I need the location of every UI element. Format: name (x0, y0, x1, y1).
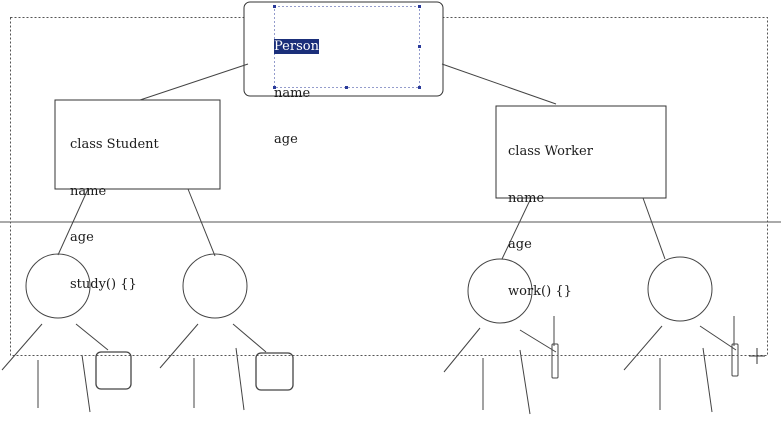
student-figure-1-book (95, 351, 132, 390)
student-field-name: name (70, 183, 107, 199)
worker-figure-1-tool (551, 343, 559, 379)
worker-method-work: work() {} (508, 283, 572, 299)
student-title: class Student (70, 137, 159, 152)
connector-worker-figure-1 (501, 197, 532, 260)
person-field-name: name (274, 85, 311, 101)
connector-student-figure-1 (57, 188, 89, 256)
worker-figure-2-tool (731, 343, 739, 377)
person-text[interactable]: Person name age (274, 8, 319, 163)
worker-figure-2[interactable] (623, 256, 739, 413)
person-field-age: age (274, 132, 298, 147)
crosshair-cursor-icon (749, 348, 765, 364)
person-class-box[interactable] (243, 1, 444, 97)
student-field-age: age (70, 230, 94, 245)
student-figure-2-book (255, 352, 294, 391)
person-resize-handles[interactable] (273, 5, 421, 89)
worker-text: class Worker name age work() {} (508, 113, 593, 315)
worker-figure-1[interactable] (443, 258, 559, 415)
student-text: class Student name age study() {} (70, 106, 159, 308)
person-text-edit-frame[interactable] (274, 6, 420, 88)
person-title[interactable]: Person (274, 39, 319, 54)
connector-person-student (139, 63, 249, 101)
student-figure-1-head (25, 253, 91, 319)
worker-title: class Worker (508, 144, 593, 159)
worker-field-age: age (508, 237, 532, 252)
student-method-study: study() {} (70, 276, 137, 292)
worker-figure-1-head (467, 258, 533, 324)
canvas-selection-frame[interactable] (10, 17, 768, 356)
connector-student-figure-2 (187, 188, 216, 257)
worker-figure-2-head (647, 256, 713, 322)
connector-worker-figure-2 (642, 197, 666, 260)
student-class-box[interactable] (54, 99, 221, 190)
student-figure-2[interactable] (159, 253, 294, 411)
worker-class-box[interactable] (495, 105, 667, 199)
connector-person-worker (441, 63, 557, 105)
student-figure-1[interactable] (1, 253, 132, 413)
student-figure-2-head (182, 253, 248, 319)
worker-field-name: name (508, 190, 545, 206)
